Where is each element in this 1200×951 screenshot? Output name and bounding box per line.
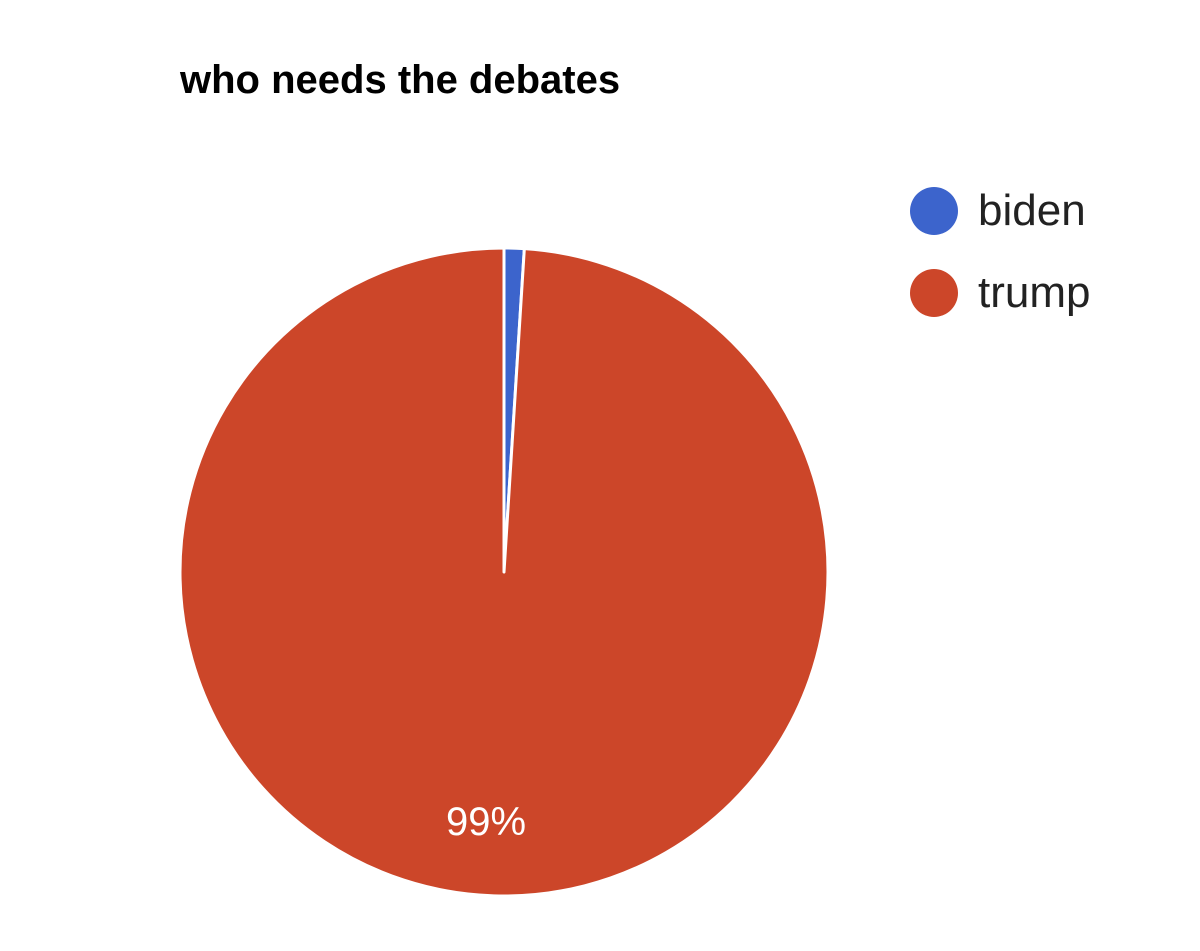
data-label-trump: 99% xyxy=(446,800,526,844)
legend-swatch-trump xyxy=(910,269,958,317)
pie-slice-trump[interactable] xyxy=(178,246,830,898)
legend: biden trump xyxy=(910,184,1090,348)
pie-data-labels: 99% xyxy=(446,800,526,844)
legend-label-trump: trump xyxy=(978,268,1091,317)
legend-item-biden[interactable]: biden xyxy=(910,184,1090,238)
chart-title: who needs the debates xyxy=(180,58,621,102)
pie-slices xyxy=(178,246,830,898)
legend-item-trump[interactable]: trump xyxy=(910,266,1090,320)
legend-label-biden: biden xyxy=(978,186,1086,235)
legend-swatch-biden xyxy=(910,187,958,235)
